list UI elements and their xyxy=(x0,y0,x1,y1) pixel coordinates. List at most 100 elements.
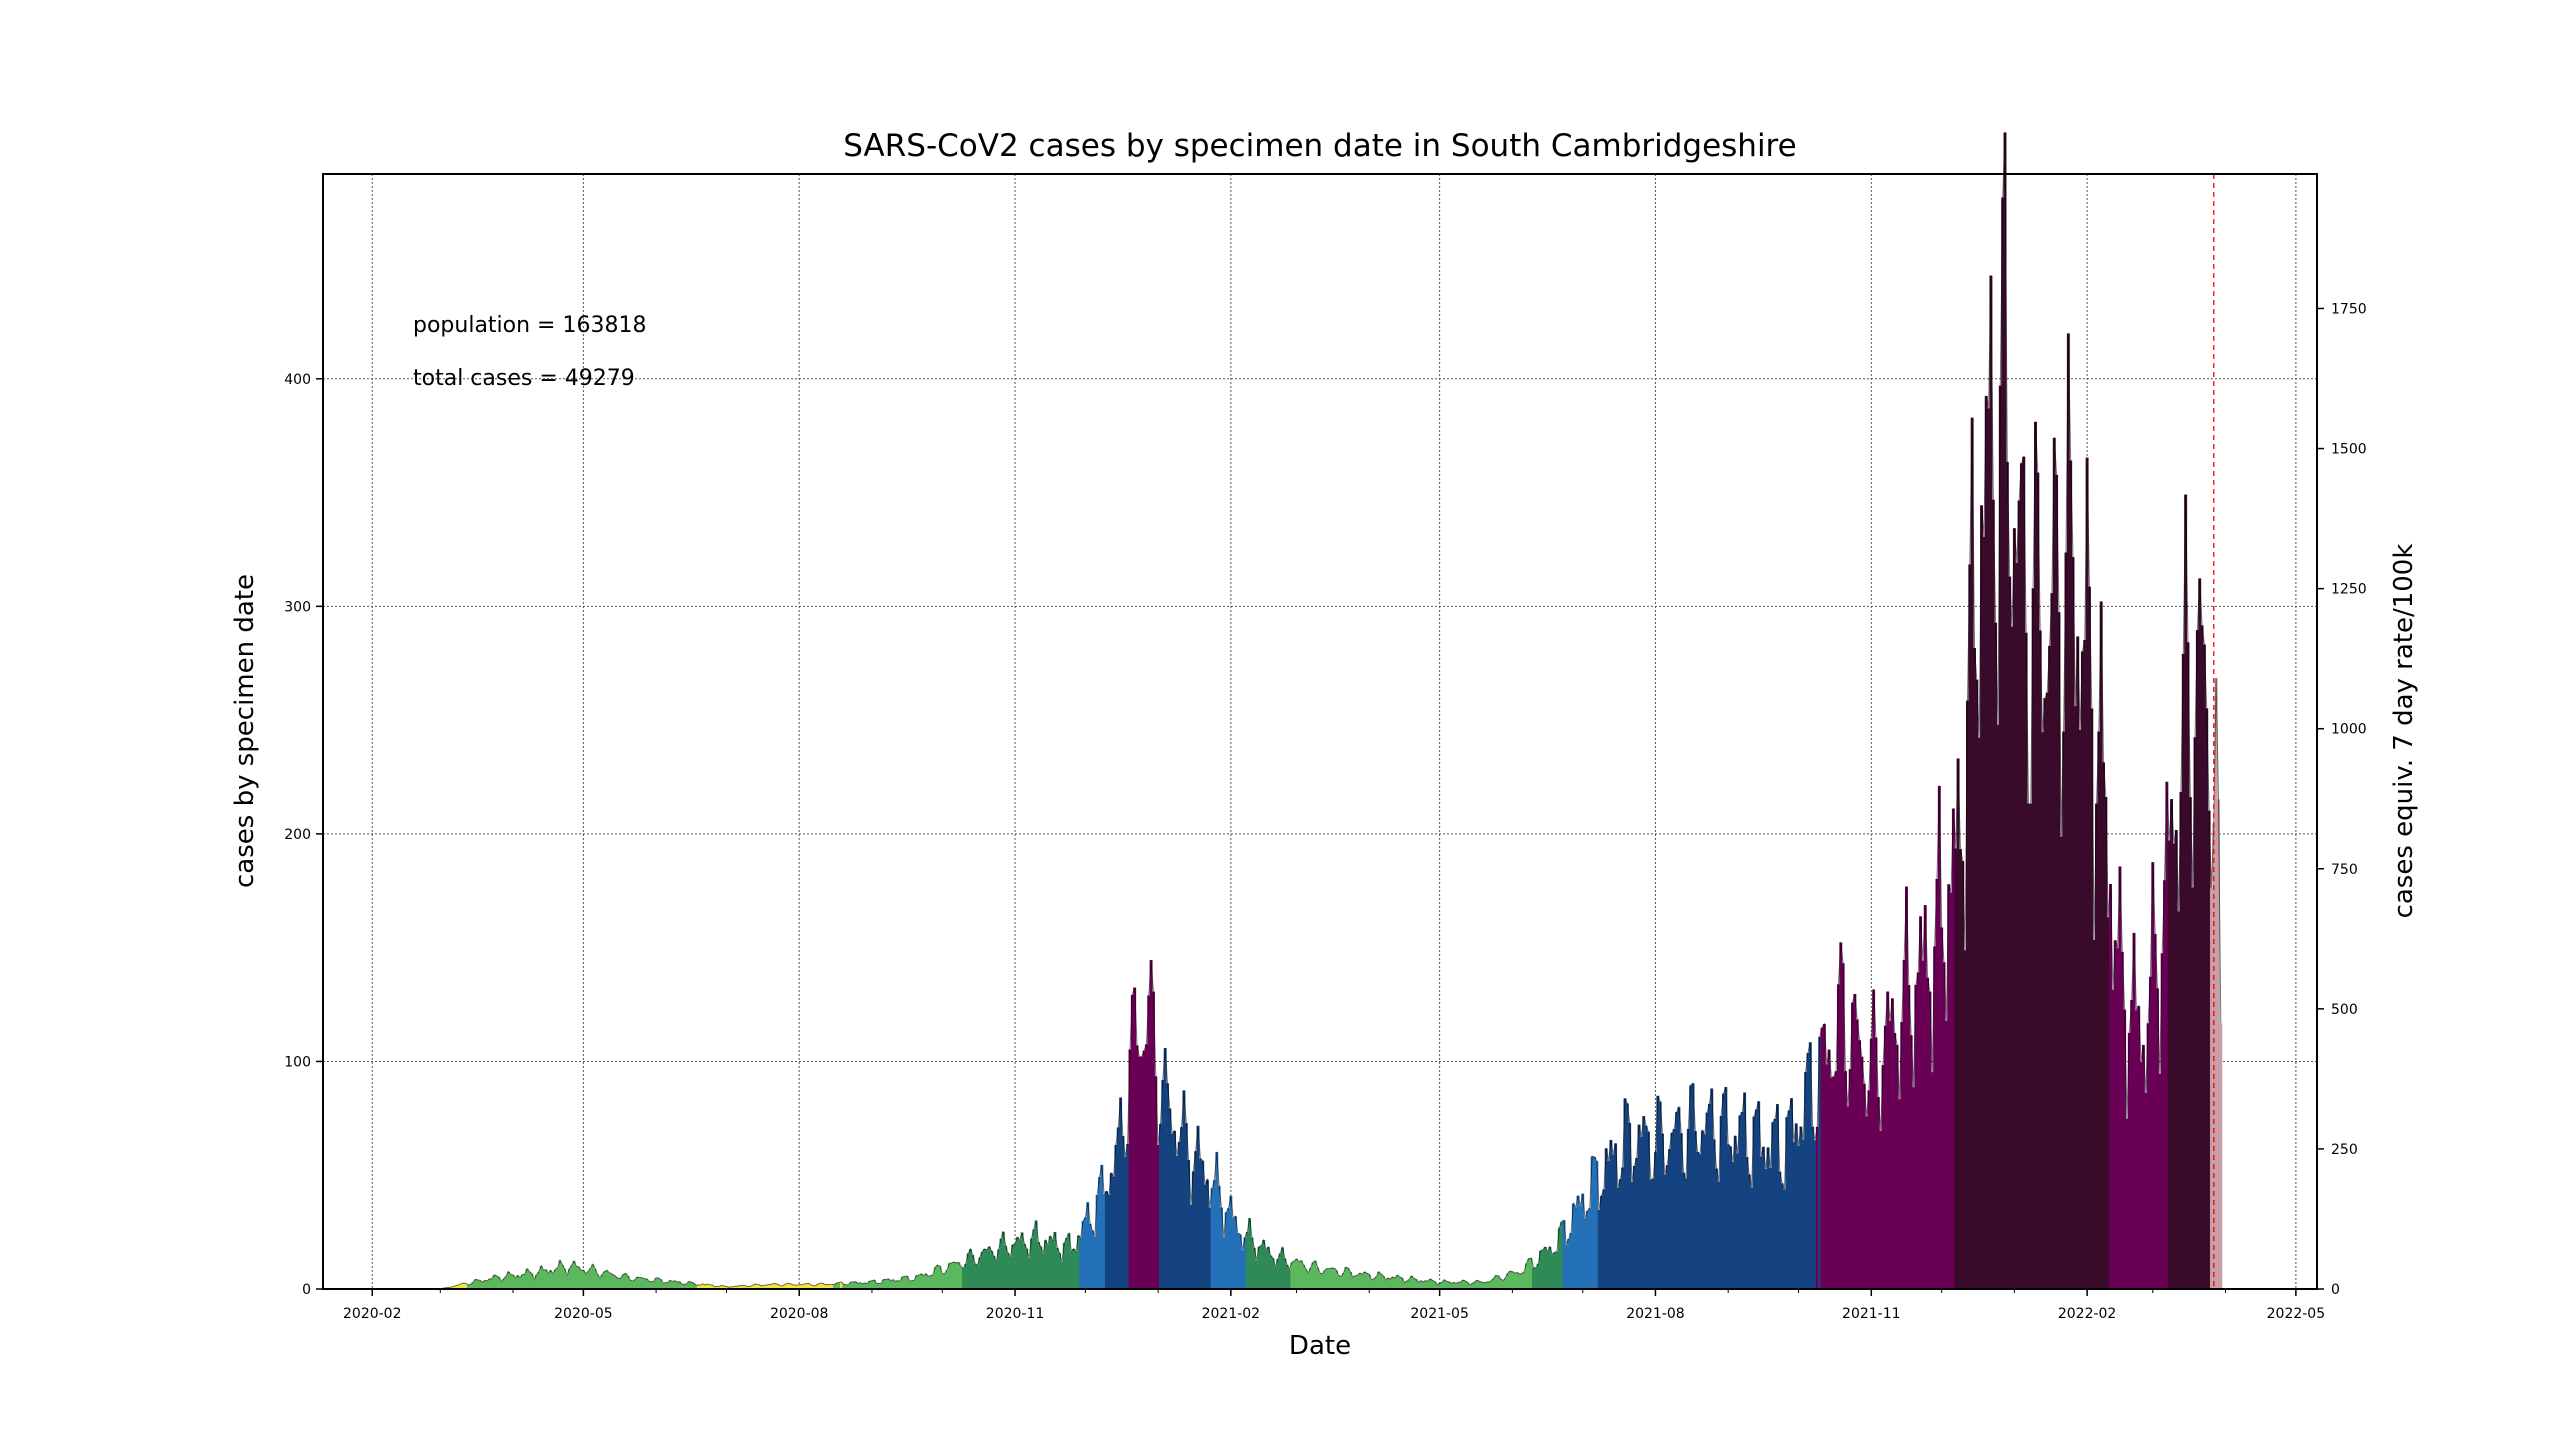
case-bar xyxy=(1661,1133,1664,1289)
case-bar xyxy=(1048,1236,1052,1289)
case-bar xyxy=(778,1285,782,1289)
case-bar xyxy=(2071,557,2075,1289)
case-bar xyxy=(842,1284,846,1289)
case-bar xyxy=(577,1266,581,1289)
case-bar xyxy=(1067,1233,1071,1289)
case-bar xyxy=(1808,1042,1812,1289)
case-bar xyxy=(912,1280,916,1289)
plot-frame xyxy=(322,173,2318,1290)
case-bar xyxy=(1904,886,1908,1289)
case-bar xyxy=(1771,1122,1775,1289)
case-bar xyxy=(506,1271,510,1289)
case-bar xyxy=(1902,960,1906,1289)
case-bar xyxy=(748,1286,752,1289)
y2-tick-label: 1750 xyxy=(2331,301,2367,317)
case-bar xyxy=(1639,1136,1643,1289)
case-bar xyxy=(1433,1281,1437,1289)
case-bar xyxy=(1670,1132,1674,1289)
case-bar xyxy=(1571,1203,1575,1289)
case-bar xyxy=(1346,1268,1350,1289)
case-bar xyxy=(1323,1270,1327,1289)
case-bar xyxy=(966,1253,970,1289)
case-bar xyxy=(1114,1144,1118,1289)
case-bar xyxy=(769,1284,773,1289)
case-bar xyxy=(1588,1208,1592,1289)
y2-tick-label: 0 xyxy=(2331,1282,2340,1298)
case-bar xyxy=(1595,1161,1599,1289)
case-bar xyxy=(2052,437,2056,1289)
case-bar xyxy=(450,1286,454,1289)
case-bar xyxy=(1487,1282,1491,1289)
case-bar xyxy=(971,1255,975,1289)
case-bar xyxy=(1550,1254,1554,1289)
case-bar xyxy=(2146,1023,2150,1289)
case-bar xyxy=(1177,1141,1181,1289)
case-bar xyxy=(612,1275,616,1289)
case-bar xyxy=(1729,1146,1733,1289)
case-bar xyxy=(1220,1207,1223,1289)
case-bar xyxy=(1804,1072,1808,1289)
case-bar xyxy=(1623,1098,1627,1289)
case-bar xyxy=(1846,1106,1850,1289)
case-bar xyxy=(1076,1235,1080,1289)
case-bar xyxy=(1818,1036,1822,1289)
case-bar xyxy=(882,1279,886,1289)
case-bar xyxy=(1229,1196,1233,1289)
case-bar xyxy=(626,1275,630,1289)
case-bar xyxy=(1693,1131,1697,1289)
case-bar xyxy=(649,1281,653,1289)
case-bar xyxy=(1987,408,1991,1289)
case-bar xyxy=(502,1278,506,1289)
case-bar xyxy=(1316,1267,1320,1289)
case-bar xyxy=(1128,1049,1132,1289)
case-bar xyxy=(1912,1087,1915,1289)
case-bar xyxy=(1147,995,1151,1289)
case-bar xyxy=(1841,963,1845,1289)
case-bar xyxy=(1311,1262,1315,1289)
case-bar xyxy=(816,1283,820,1289)
case-bar xyxy=(2069,460,2073,1290)
case-bar xyxy=(1747,1174,1751,1289)
case-bar xyxy=(802,1284,806,1289)
case-bar xyxy=(1761,1146,1765,1289)
case-bar xyxy=(567,1268,571,1289)
case-bar xyxy=(476,1279,480,1289)
case-bar xyxy=(1703,1134,1707,1289)
case-bar xyxy=(1447,1281,1451,1289)
case-bar xyxy=(1189,1204,1193,1289)
case-bar xyxy=(1051,1239,1055,1289)
case-bar xyxy=(527,1271,531,1289)
case-bar xyxy=(922,1275,926,1289)
case-bar xyxy=(1337,1275,1341,1289)
case-bar xyxy=(614,1276,618,1289)
case-bar xyxy=(1614,1143,1618,1289)
case-bar xyxy=(2144,1092,2148,1289)
case-bar xyxy=(542,1270,545,1289)
case-bar xyxy=(835,1283,839,1289)
case-bar xyxy=(1919,916,1923,1289)
case-bar xyxy=(722,1285,726,1289)
case-bar xyxy=(2214,678,2218,1289)
case-bar xyxy=(1581,1193,1585,1289)
case-bar xyxy=(1022,1243,1026,1289)
case-bar xyxy=(884,1279,888,1289)
case-bar xyxy=(1686,1128,1690,1289)
case-bar xyxy=(1044,1240,1048,1289)
case-bar xyxy=(767,1284,771,1289)
case-bar xyxy=(940,1273,944,1289)
case-bar xyxy=(1180,1127,1184,1289)
case-bar xyxy=(1543,1246,1547,1289)
case-bar xyxy=(523,1274,527,1289)
case-bar xyxy=(471,1282,475,1289)
case-bar xyxy=(1400,1277,1404,1289)
case-bar xyxy=(1740,1112,1744,1289)
case-bar xyxy=(980,1251,984,1289)
case-bar xyxy=(1536,1263,1540,1289)
case-bar xyxy=(549,1270,553,1289)
case-bar xyxy=(910,1280,914,1289)
case-bar xyxy=(1358,1273,1362,1289)
case-bar xyxy=(2219,1023,2223,1289)
case-bar xyxy=(1426,1281,1430,1289)
case-bar xyxy=(905,1276,909,1289)
case-bar xyxy=(2120,951,2124,1289)
